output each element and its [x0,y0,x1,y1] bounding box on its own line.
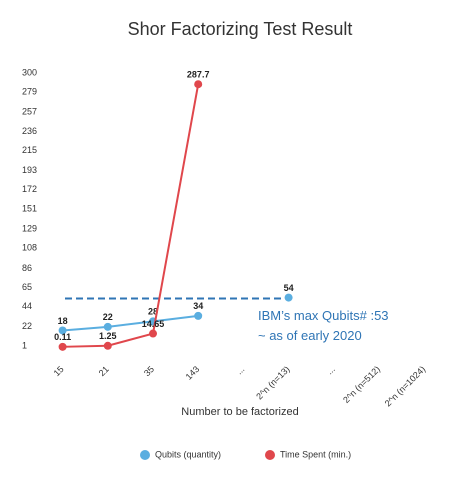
data-label: 1.25 [99,331,117,341]
y-tick-label: 108 [22,243,37,253]
point [103,322,112,331]
y-tick-label: 236 [22,126,37,136]
annotation: IBM’s max Qubits# :53 [258,308,389,323]
y-tick-label: 151 [22,203,37,213]
x-axis-label: Number to be factorized [181,406,298,418]
point [194,80,203,89]
y-tick-label: 279 [22,87,37,97]
point [103,341,112,350]
legend-label: Qubits (quantity) [155,449,221,459]
point [194,311,203,320]
y-tick-label: 44 [22,301,32,311]
data-label: 0.11 [54,332,71,342]
data-label: 18 [58,316,68,326]
chart-title: Shor Factorizing Test Result [128,19,353,39]
point [58,326,67,335]
point [58,342,67,351]
y-tick-label: 86 [22,263,32,273]
data-label: 34 [193,301,203,311]
y-tick-label: 1 [22,340,27,350]
y-tick-label: 172 [22,184,37,194]
y-tick-label: 300 [22,67,37,77]
data-label: 28 [148,307,158,317]
y-tick-label: 215 [22,145,37,155]
legend-swatch [140,450,150,460]
y-tick-label: 193 [22,165,37,175]
y-tick-label: 22 [22,321,32,331]
series-line [62,84,200,348]
y-tick-label: 65 [22,282,32,292]
y-tick-label: 129 [22,224,37,234]
y-tick-label: 257 [22,107,37,117]
data-label: 22 [103,312,113,322]
annotation: ~ as of early 2020 [258,328,362,343]
data-label: 54 [284,283,294,293]
data-label: 287.7 [187,70,210,80]
point [284,293,293,302]
data-label: 14.65 [142,319,165,329]
legend-label: Time Spent (min.) [280,449,351,459]
legend-swatch [265,450,275,460]
point [149,329,157,338]
